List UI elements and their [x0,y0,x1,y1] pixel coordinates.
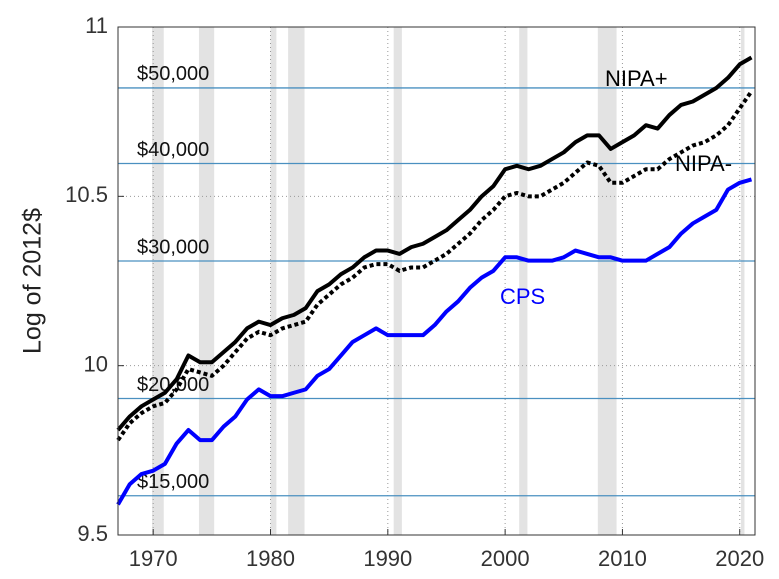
x-tick-label: 2000 [481,546,530,571]
recession-band [597,27,617,535]
series-line [116,90,754,442]
series-label: NIPA+ [605,66,668,91]
y-tick-label: 10 [84,351,108,376]
series-line [116,55,753,432]
y-tick-label: 9.5 [77,521,108,546]
plot-frame [117,26,756,536]
recession-band [198,27,215,535]
y-axis-label: Log of 2012$ [19,208,47,354]
x-tick-label: 2010 [598,546,647,571]
x-tick-label: 1990 [363,546,412,571]
recession-band [288,27,305,535]
x-tick-label: 1970 [129,546,178,571]
recession-band [270,27,277,535]
series-label: CPS [500,284,545,309]
series-label: NIPA- [675,151,732,176]
y-tick-label: 11 [85,13,108,38]
recession-band [519,27,528,535]
reference-label: $40,000 [137,139,209,161]
reference-label: $50,000 [137,63,209,85]
recession-band [740,27,745,535]
reference-label: $30,000 [137,236,209,258]
series-line [116,177,753,506]
reference-label: $15,000 [137,471,209,493]
recession-band [393,27,402,535]
x-tick-label: 2020 [715,546,764,571]
y-tick-label: 10.5 [65,182,108,207]
x-tick-label: 1980 [246,546,295,571]
recession-band [152,27,164,535]
